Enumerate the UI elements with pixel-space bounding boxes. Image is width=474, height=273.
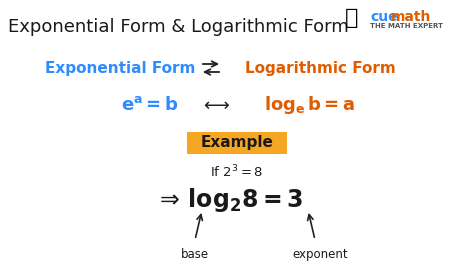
Text: $\mathbf{e^a = b}$: $\mathbf{e^a = b}$: [121, 96, 179, 114]
Text: Example: Example: [201, 135, 273, 150]
Text: math: math: [391, 10, 431, 24]
Text: cue: cue: [370, 10, 398, 24]
Text: exponent: exponent: [292, 248, 348, 261]
FancyBboxPatch shape: [187, 132, 287, 154]
Text: If $2^3 = 8$: If $2^3 = 8$: [210, 164, 264, 180]
Text: 🚀: 🚀: [345, 8, 358, 28]
Text: Exponential Form & Logarithmic Form: Exponential Form & Logarithmic Form: [8, 18, 349, 36]
Text: $\mathbf{log_e\, b = a}$: $\mathbf{log_e\, b = a}$: [264, 94, 356, 116]
Text: $\longleftrightarrow$: $\longleftrightarrow$: [200, 96, 230, 114]
Text: $\Rightarrow\,\mathbf{log_2 8 = 3}$: $\Rightarrow\,\mathbf{log_2 8 = 3}$: [155, 186, 303, 214]
Text: THE MATH EXPERT: THE MATH EXPERT: [370, 23, 443, 29]
Text: base: base: [181, 248, 209, 261]
Text: Exponential Form: Exponential Form: [45, 61, 195, 76]
Text: Logarithmic Form: Logarithmic Form: [245, 61, 395, 76]
